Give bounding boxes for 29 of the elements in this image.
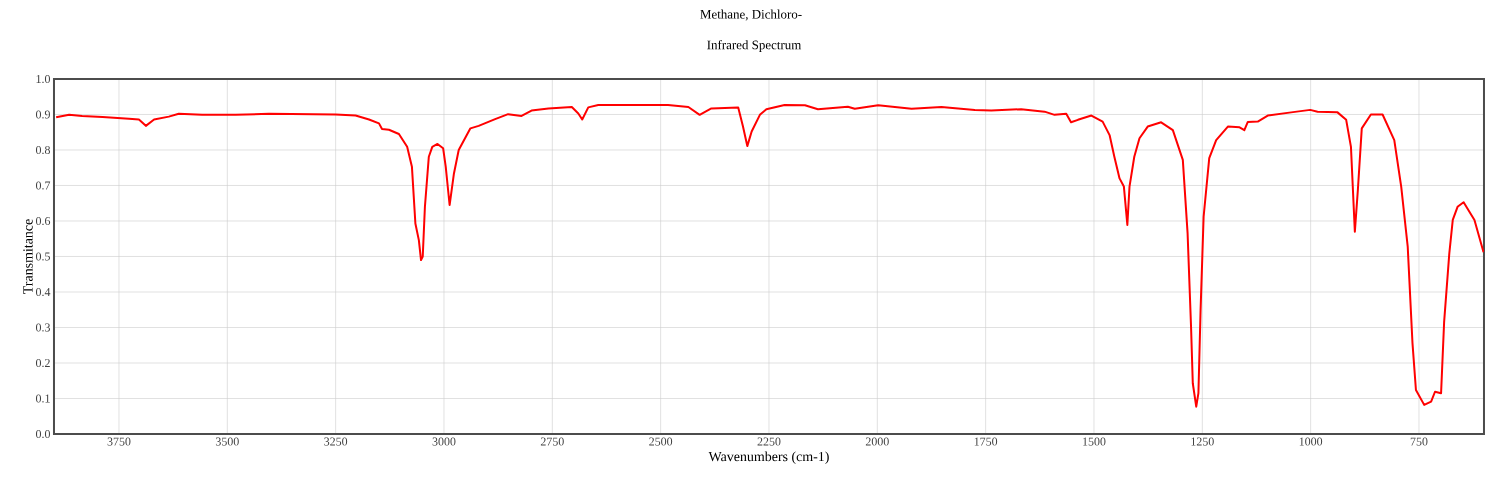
y-tick-label: 0.2: [35, 358, 50, 368]
y-tick-label: 1.0: [36, 74, 50, 84]
x-tick-label: 2750: [540, 437, 564, 446]
y-axis-title: Transmitance: [23, 219, 33, 294]
x-tick-label: 3500: [215, 437, 239, 446]
x-tick-label: 2000: [865, 437, 889, 446]
chart-title: Methane, Dichloro-: [700, 9, 802, 21]
y-tick-label: 0.5: [35, 252, 50, 261]
y-tick-label: 0.1: [35, 394, 50, 403]
x-tick-label: 2250: [757, 437, 781, 446]
y-tick-label: 0.0: [35, 429, 50, 439]
x-tick-label: 750: [1410, 437, 1428, 446]
x-tick-label: 1250: [1191, 437, 1214, 446]
y-tick-label: 0.9: [35, 110, 50, 119]
chart-subtitle: Infrared Spectrum: [707, 40, 802, 52]
x-tick-label: 1000: [1299, 437, 1323, 446]
x-tick-label: 1750: [974, 437, 998, 446]
y-tick-label: 0.3: [35, 323, 50, 332]
y-tick-label: 0.4: [35, 287, 51, 297]
y-tick-label: 0.6: [35, 216, 51, 226]
y-tick-label: 0.8: [35, 145, 50, 155]
line-series: [55, 103, 1484, 408]
y-tick-label: 0.7: [35, 181, 51, 190]
x-tick-label: 3750: [107, 437, 131, 446]
x-tick-label: 2500: [649, 437, 673, 446]
x-tick-label: 1500: [1083, 437, 1106, 446]
x-axis-title: Wavenumbers (cm-1): [708, 451, 829, 465]
x-tick-label: 3250: [324, 437, 348, 446]
x-tick-label: 3000: [432, 437, 456, 446]
